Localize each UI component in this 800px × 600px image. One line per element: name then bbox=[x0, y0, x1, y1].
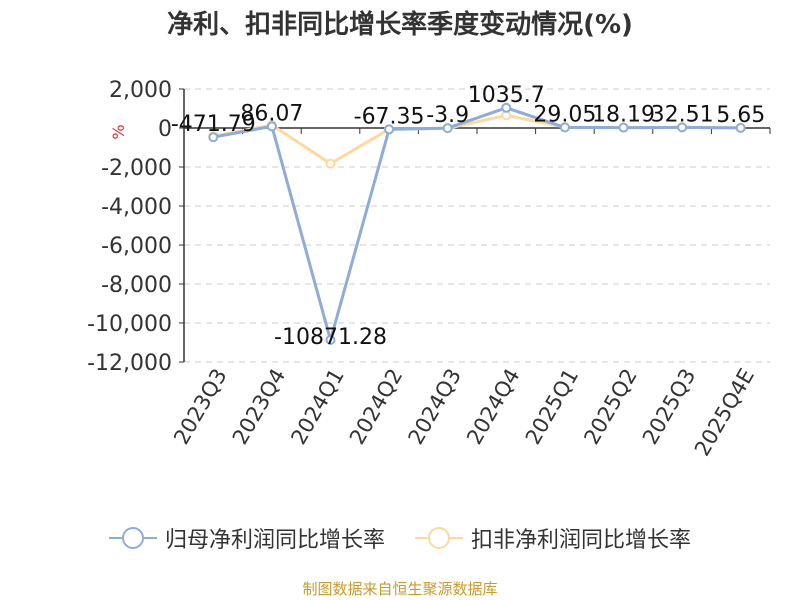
data-point-net-profit bbox=[208, 132, 219, 143]
series-line-net-profit bbox=[213, 106, 741, 342]
gridlines bbox=[184, 88, 770, 363]
legend-swatch-net-profit bbox=[108, 526, 157, 550]
data-label: 86.07 bbox=[240, 101, 303, 126]
data-label: 18.19 bbox=[592, 103, 655, 128]
legend-item-net-profit[interactable]: 归母净利润同比增长率 bbox=[108, 522, 385, 554]
data-label: 32.51 bbox=[651, 102, 714, 127]
source-note: 制图数据来自恒生聚源数据库 bbox=[302, 580, 498, 598]
x-tick-label: 2025Q2 bbox=[579, 365, 641, 449]
series-layer bbox=[208, 102, 746, 345]
y-tick-label: 0 bbox=[158, 117, 172, 142]
data-point-net-profit bbox=[325, 334, 336, 345]
y-axis: 2,000 0 -2,000 -4,000 -6,000 -8,000 -10,000 -12… bbox=[87, 78, 185, 376]
y-tick-label: -4,000 bbox=[101, 195, 172, 220]
legend-item-deducted-profit[interactable]: 扣非净利润同比增长率 bbox=[415, 522, 691, 554]
data-label: 29.05 bbox=[533, 102, 596, 127]
data-point-net-profit bbox=[384, 124, 395, 135]
x-tick-label: 2024Q1 bbox=[286, 365, 348, 449]
y-tick-label: -10,000 bbox=[87, 312, 172, 337]
legend-label-deducted-profit: 扣非净利润同比增长率 bbox=[471, 528, 692, 553]
data-point-net-profit bbox=[618, 122, 629, 133]
data-label: -3.9 bbox=[426, 103, 469, 128]
data-label: 5.65 bbox=[716, 103, 765, 128]
x-tick-label: 2025Q3 bbox=[638, 365, 700, 449]
x-tick-label: 2023Q3 bbox=[169, 365, 231, 449]
y-tick-label: -12,000 bbox=[87, 351, 172, 376]
legend: 归母净利润同比增长率 扣非净利润同比增长率 bbox=[0, 520, 800, 556]
chart-title: 净利、扣非同比增长率季度变动情况(%) bbox=[167, 10, 633, 40]
data-point-net-profit bbox=[559, 122, 570, 133]
data-label: -10871.28 bbox=[274, 325, 387, 350]
data-point-net-profit bbox=[442, 123, 453, 134]
legend-swatch-deducted-profit bbox=[415, 526, 463, 550]
data-point-net-profit bbox=[735, 122, 746, 133]
data-point-deducted-profit bbox=[325, 158, 336, 169]
data-label: -67.35 bbox=[354, 104, 425, 129]
x-tick-label: 2023Q4 bbox=[228, 365, 290, 449]
data-label: 1035.7 bbox=[468, 83, 545, 108]
x-tick-label: 2025Q4E bbox=[690, 365, 759, 461]
y-tick-label: -6,000 bbox=[101, 234, 172, 259]
legend-label-net-profit: 归母净利润同比增长率 bbox=[164, 528, 385, 553]
y-axis-label: % bbox=[109, 124, 128, 139]
y-tick-label: -2,000 bbox=[101, 156, 172, 181]
x-axis: 2023Q32023Q42024Q12024Q22024Q32024Q42025… bbox=[169, 127, 771, 461]
x-tick-label: 2024Q2 bbox=[345, 365, 407, 449]
x-tick-label: 2025Q1 bbox=[521, 365, 583, 449]
data-point-net-profit bbox=[677, 122, 688, 133]
x-tick-label: 2024Q3 bbox=[404, 365, 466, 449]
data-point-net-profit bbox=[501, 102, 512, 113]
y-tick-label: 2,000 bbox=[109, 78, 172, 103]
data-point-net-profit bbox=[266, 121, 277, 132]
x-tick-label: 2024Q4 bbox=[462, 365, 524, 449]
data-label: -471.79 bbox=[171, 112, 256, 137]
y-tick-label: -8,000 bbox=[101, 273, 172, 298]
